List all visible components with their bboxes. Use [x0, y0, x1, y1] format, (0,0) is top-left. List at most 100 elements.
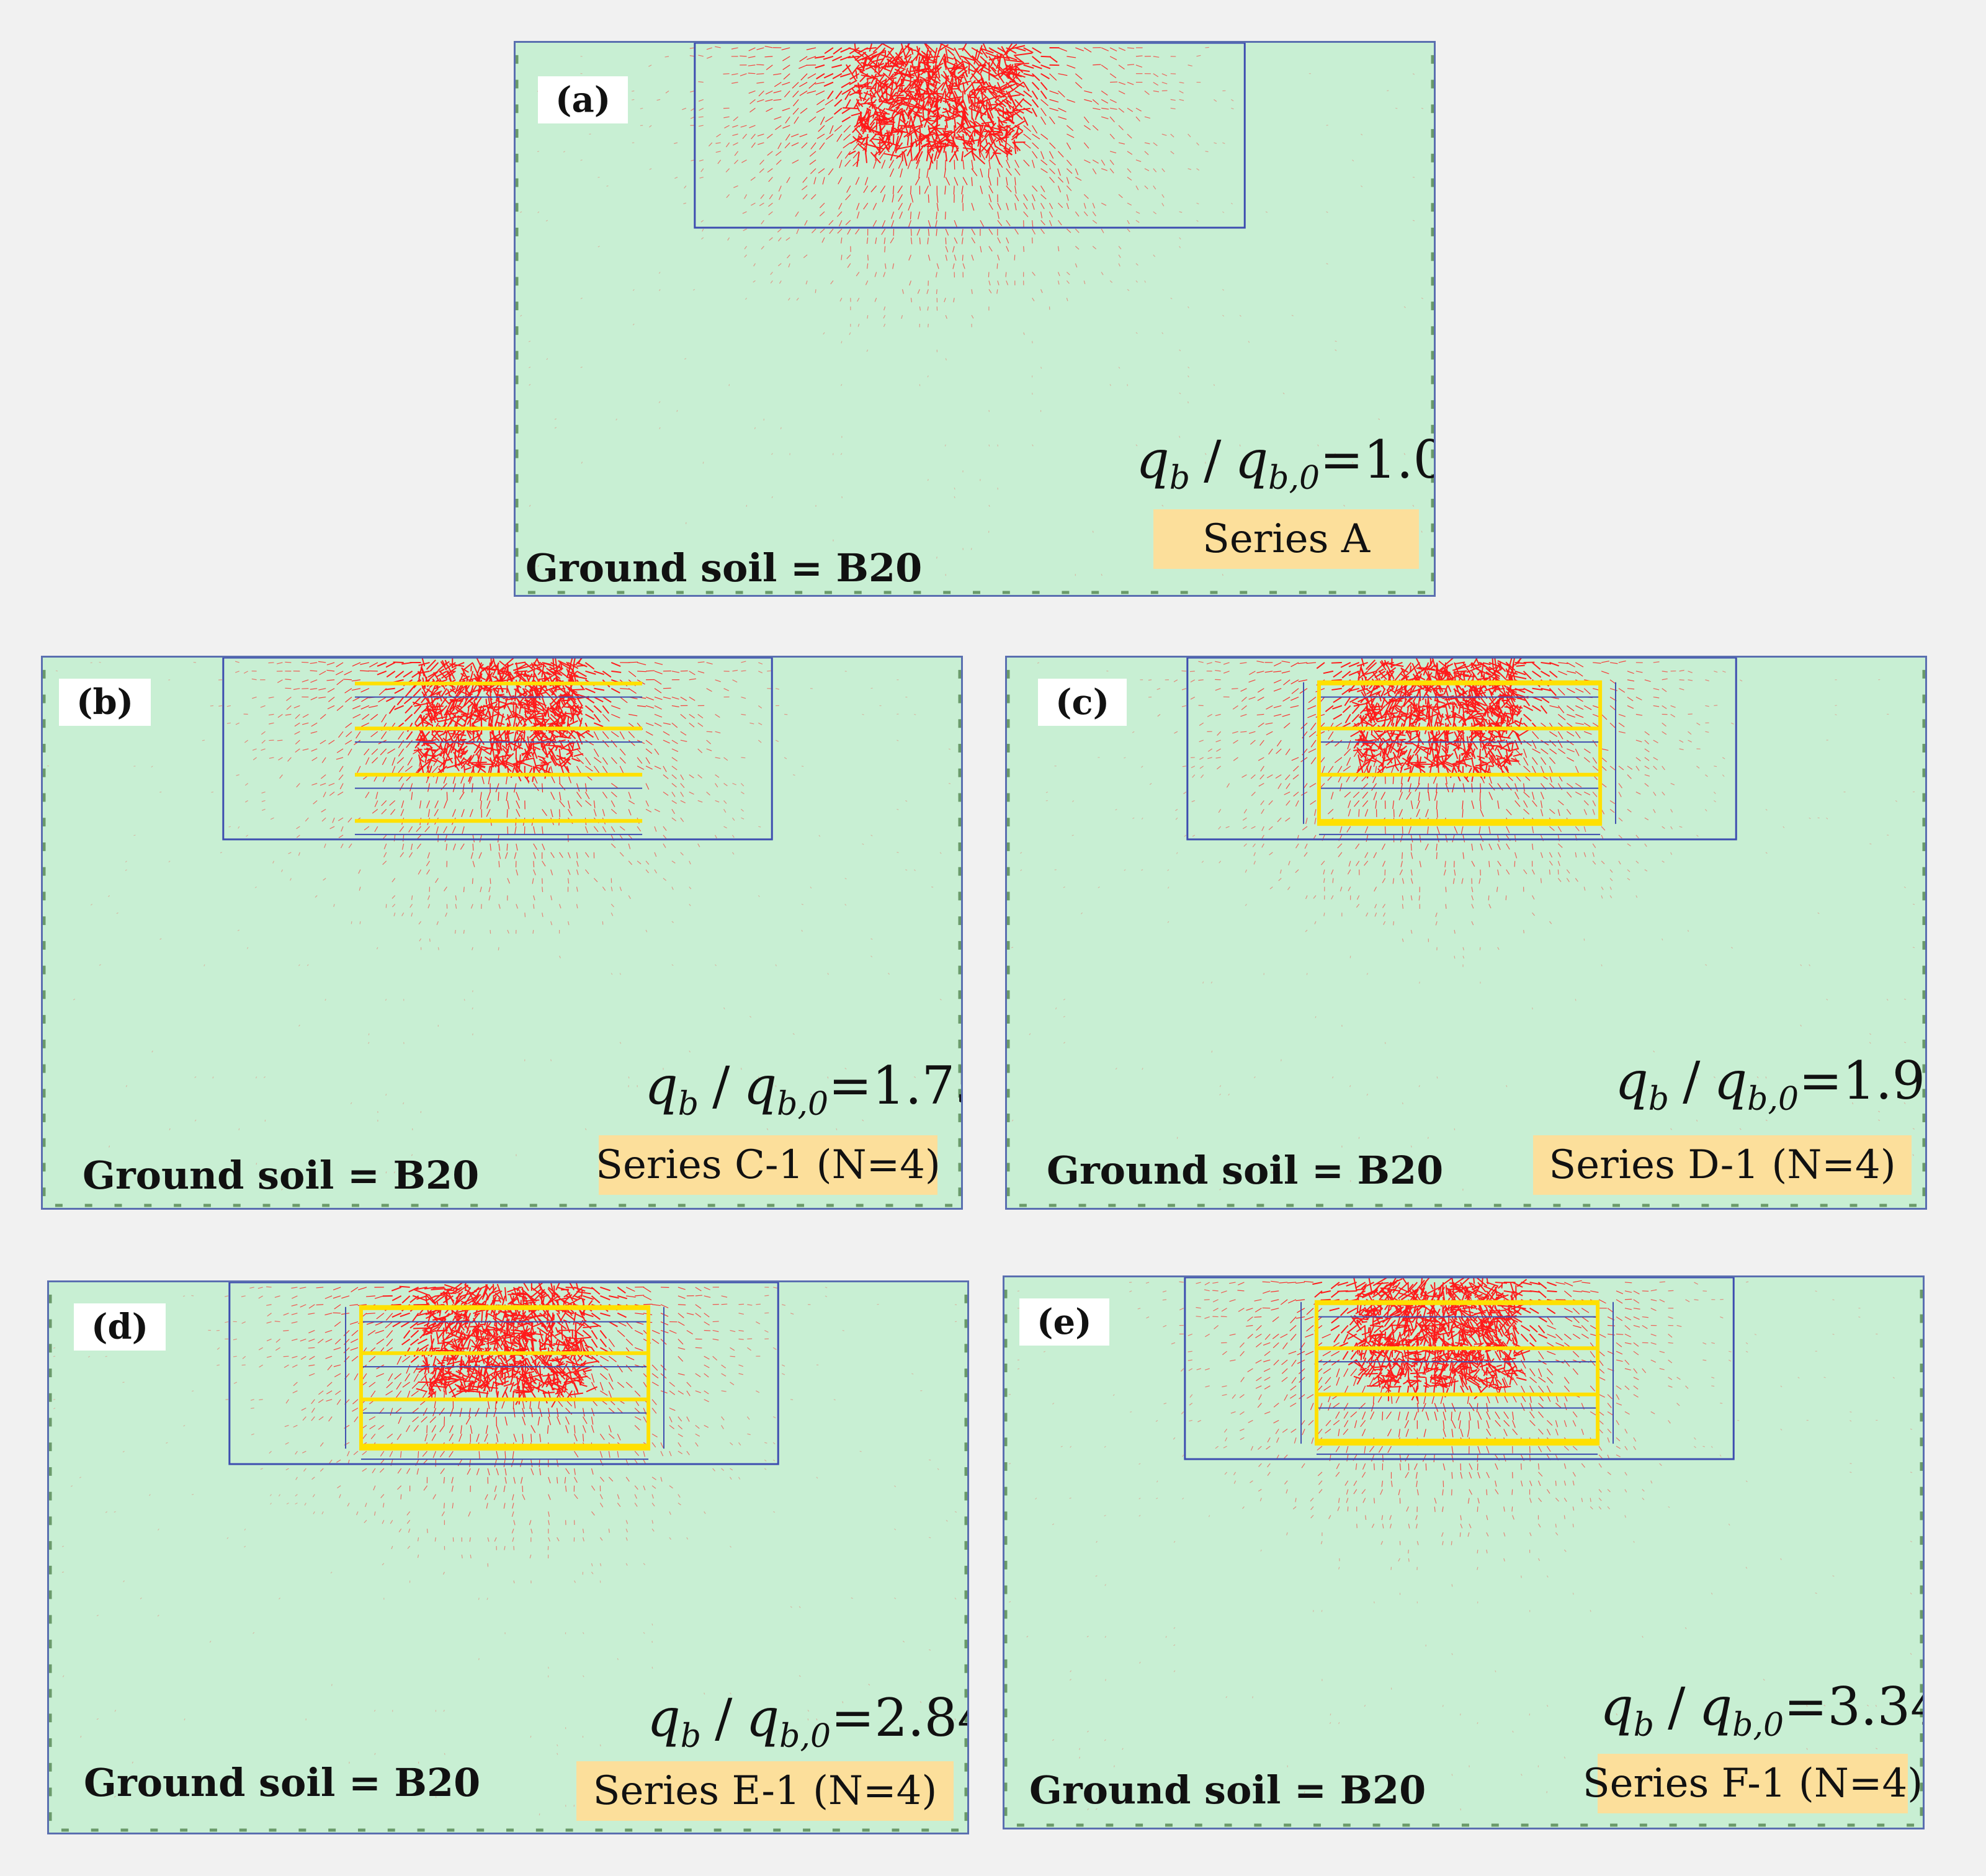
displacement-vector	[950, 67, 957, 78]
displacement-vector	[442, 748, 447, 759]
displacement-vector	[819, 211, 825, 217]
displacement-vector	[1407, 748, 1412, 759]
displacement-vector	[916, 228, 920, 236]
displacement-vector	[1031, 90, 1039, 100]
displacement-vector	[1399, 869, 1403, 875]
displacement-vector	[602, 887, 606, 891]
displacement-vector	[954, 496, 955, 499]
displacement-vector	[893, 135, 899, 152]
displacement-vector	[765, 90, 773, 95]
displacement-vector	[741, 713, 746, 716]
displacement-vector	[1670, 826, 1673, 829]
displacement-vector	[491, 711, 494, 723]
displacement-vector	[680, 792, 684, 797]
displacement-vector	[1575, 671, 1583, 677]
displacement-vector	[1230, 202, 1233, 205]
displacement-vector	[945, 315, 947, 319]
displacement-vector	[985, 51, 1000, 59]
displacement-vector	[545, 686, 558, 692]
displacement-vector	[566, 720, 578, 726]
displacement-vector	[1109, 384, 1111, 386]
displacement-vector	[566, 715, 570, 735]
displacement-vector	[1225, 826, 1230, 829]
displacement-vector	[749, 107, 756, 113]
displacement-vector	[391, 757, 396, 766]
displacement-vector	[1356, 662, 1368, 667]
displacement-vector	[1383, 912, 1386, 917]
displacement-vector	[1009, 65, 1014, 76]
displacement-vector	[867, 254, 869, 261]
displacement-vector	[462, 826, 465, 834]
displacement-vector	[890, 91, 897, 100]
displacement-vector	[1322, 766, 1325, 774]
displacement-vector	[585, 800, 592, 806]
displacement-vector	[1282, 392, 1285, 395]
displacement-vector	[571, 741, 575, 751]
displacement-vector	[545, 220, 548, 221]
displacement-vector	[1635, 895, 1638, 898]
displacement-vector	[988, 246, 993, 252]
displacement-vector	[1075, 82, 1083, 89]
displacement-vector	[228, 826, 231, 828]
displacement-vector	[1144, 91, 1150, 96]
displacement-vector	[1110, 81, 1118, 83]
displacement-vector	[1199, 722, 1204, 726]
displacement-vector	[1135, 444, 1138, 447]
displacement-vector	[1144, 168, 1150, 171]
displacement-vector	[1722, 757, 1725, 759]
displacement-vector	[765, 99, 773, 102]
displacement-vector	[706, 792, 710, 796]
displacement-vector	[1653, 705, 1660, 707]
displacement-vector	[927, 86, 936, 99]
displacement-vector	[566, 687, 571, 705]
displacement-vector	[1497, 800, 1500, 809]
displacement-vector	[1406, 792, 1411, 800]
displacement-vector	[988, 177, 991, 186]
displacement-vector	[1253, 860, 1256, 865]
displacement-vector	[937, 44, 949, 52]
displacement-vector	[558, 746, 572, 752]
displacement-vector	[923, 43, 934, 58]
displacement-vector	[808, 116, 816, 123]
displacement-vector	[1480, 843, 1483, 851]
displacement-vector	[1006, 69, 1011, 76]
displacement-vector	[576, 670, 587, 677]
displacement-vector	[467, 702, 474, 708]
displacement-vector	[321, 817, 326, 822]
displacement-vector	[1098, 886, 1100, 888]
displacement-vector	[454, 929, 456, 934]
displacement-vector	[391, 895, 396, 899]
displacement-vector	[396, 696, 405, 706]
displacement-vector	[658, 401, 661, 403]
displacement-vector	[663, 878, 666, 881]
displacement-vector	[1067, 65, 1076, 69]
displacement-vector	[584, 852, 589, 858]
displacement-vector	[1705, 679, 1709, 682]
displacement-vector	[324, 843, 326, 848]
displacement-vector	[910, 48, 917, 51]
displacement-vector	[1601, 671, 1609, 674]
displacement-vector	[352, 697, 361, 702]
displacement-vector	[872, 138, 882, 141]
displacement-vector	[1532, 895, 1535, 900]
displacement-vector	[597, 246, 600, 248]
displacement-vector	[1170, 107, 1176, 110]
displacement-vector	[1067, 56, 1076, 58]
displacement-vector	[194, 1076, 197, 1078]
displacement-vector	[901, 58, 905, 67]
displacement-vector	[504, 731, 514, 736]
panel-label-a: (a)	[538, 76, 628, 123]
displacement-vector	[840, 453, 843, 455]
displacement-vector	[385, 1094, 387, 1096]
displacement-vector	[532, 878, 534, 884]
displacement-vector	[418, 869, 422, 875]
displacement-vector	[888, 973, 890, 975]
displacement-vector	[800, 107, 808, 114]
displacement-vector	[1514, 800, 1521, 807]
displacement-vector	[444, 887, 447, 891]
displacement-vector	[1782, 826, 1785, 828]
displacement-vector	[295, 713, 300, 719]
displacement-vector	[899, 90, 915, 93]
displacement-vector	[352, 662, 361, 667]
displacement-vector	[602, 696, 612, 703]
